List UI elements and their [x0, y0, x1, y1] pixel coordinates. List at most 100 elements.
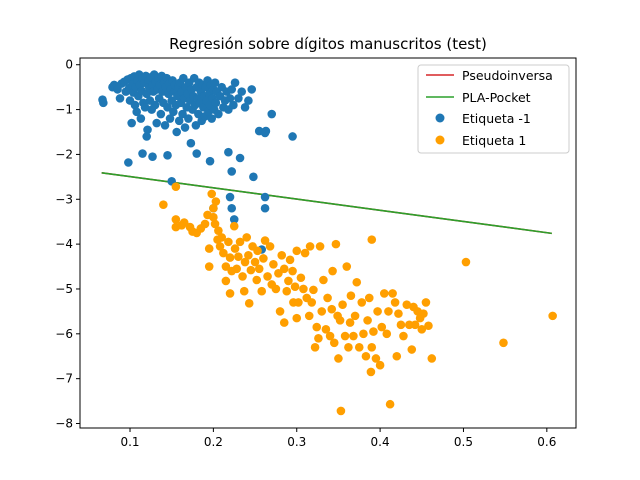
- point-etiqueta-pos: [300, 248, 310, 258]
- point-etiqueta-pos: [377, 322, 387, 332]
- point-etiqueta-pos: [424, 321, 433, 331]
- point-etiqueta-pos: [179, 218, 189, 227]
- point-etiqueta-pos: [304, 311, 314, 321]
- point-etiqueta-pos: [373, 307, 382, 316]
- point-etiqueta-pos: [232, 264, 242, 274]
- point-etiqueta-pos: [369, 327, 378, 336]
- point-etiqueta-pos: [209, 212, 218, 222]
- point-etiqueta-pos: [299, 284, 308, 294]
- point-etiqueta-pos: [285, 255, 295, 265]
- x-tick-label: 0.1: [120, 435, 139, 449]
- chart-title: Regresión sobre dígitos manuscritos (tes…: [169, 35, 487, 53]
- legend-box: [417, 64, 570, 154]
- point-etiqueta-pos: [290, 282, 300, 292]
- point-etiqueta-pos: [363, 316, 372, 325]
- point-etiqueta-neg: [150, 100, 160, 110]
- point-etiqueta-neg: [156, 109, 166, 119]
- point-etiqueta-pos: [250, 257, 260, 267]
- point-etiqueta-pos: [282, 286, 292, 296]
- point-etiqueta-pos: [257, 286, 267, 296]
- point-etiqueta-neg: [169, 107, 178, 117]
- point-etiqueta-pos: [275, 307, 285, 316]
- point-etiqueta-neg: [249, 172, 258, 182]
- point-etiqueta-pos: [307, 298, 317, 307]
- point-etiqueta-pos: [296, 273, 306, 283]
- point-etiqueta-neg: [192, 149, 202, 158]
- point-etiqueta-neg: [178, 109, 187, 119]
- point-etiqueta-pos: [371, 354, 381, 363]
- point-etiqueta-pos: [334, 354, 343, 363]
- point-etiqueta-pos: [240, 257, 250, 267]
- point-etiqueta-neg: [136, 114, 146, 123]
- point-etiqueta-neg: [184, 114, 193, 123]
- point-etiqueta-pos: [312, 322, 322, 332]
- point-etiqueta-pos: [315, 242, 325, 251]
- point-etiqueta-pos: [499, 338, 508, 348]
- point-etiqueta-neg: [99, 98, 108, 108]
- point-etiqueta-neg: [210, 78, 220, 87]
- point-etiqueta-pos: [335, 316, 345, 325]
- point-etiqueta-pos: [252, 275, 262, 285]
- point-etiqueta-pos: [357, 298, 367, 307]
- point-etiqueta-pos: [274, 268, 283, 278]
- point-etiqueta-pos: [211, 197, 221, 206]
- point-etiqueta-pos: [421, 298, 431, 307]
- y-tick-label: −7: [55, 372, 73, 386]
- point-etiqueta-pos: [242, 233, 252, 242]
- point-etiqueta-pos: [407, 345, 417, 354]
- point-etiqueta-neg: [227, 203, 237, 213]
- x-tick-label: 0.6: [537, 435, 556, 449]
- point-etiqueta-pos: [342, 262, 352, 271]
- y-axis: 0 −1 −2 −3 −4 −5 −6 −7 −8: [55, 58, 80, 431]
- point-etiqueta-pos: [340, 331, 350, 341]
- legend-marker-etiqueta-pos: [435, 135, 445, 145]
- y-tick-label: −5: [55, 282, 73, 296]
- point-etiqueta-neg: [260, 192, 270, 202]
- point-etiqueta-pos: [329, 338, 339, 348]
- point-etiqueta-pos: [345, 318, 355, 327]
- y-tick-label: −1: [55, 103, 73, 117]
- point-etiqueta-neg: [180, 123, 190, 132]
- point-etiqueta-neg: [225, 94, 235, 103]
- point-etiqueta-pos: [367, 342, 377, 352]
- point-etiqueta-pos: [230, 244, 240, 253]
- point-etiqueta-neg: [261, 126, 271, 136]
- point-etiqueta-pos: [214, 226, 223, 235]
- point-etiqueta-pos: [417, 325, 427, 334]
- point-etiqueta-pos: [321, 325, 331, 334]
- point-etiqueta-pos: [310, 342, 320, 352]
- point-etiqueta-pos: [461, 257, 471, 267]
- point-etiqueta-pos: [388, 289, 397, 298]
- point-etiqueta-neg: [160, 120, 170, 130]
- point-etiqueta-pos: [225, 253, 235, 262]
- point-etiqueta-pos: [204, 262, 214, 271]
- point-etiqueta-neg: [140, 103, 150, 112]
- point-etiqueta-pos: [292, 246, 302, 256]
- x-tick-label: 0.4: [371, 435, 390, 449]
- point-etiqueta-neg: [179, 73, 188, 83]
- x-tick-label: 0.5: [454, 435, 473, 449]
- axes-frame: [79, 57, 577, 429]
- point-etiqueta-pos: [279, 318, 289, 327]
- point-etiqueta-neg: [142, 89, 151, 99]
- point-etiqueta-pos: [382, 329, 392, 339]
- point-etiqueta-neg: [247, 85, 257, 94]
- point-etiqueta-pos: [410, 320, 420, 330]
- point-etiqueta-neg: [132, 107, 141, 117]
- point-etiqueta-neg: [124, 158, 133, 167]
- point-etiqueta-pos: [309, 285, 318, 295]
- point-etiqueta-pos: [319, 275, 328, 285]
- point-etiqueta-neg: [138, 149, 147, 158]
- point-etiqueta-pos: [346, 291, 356, 300]
- point-etiqueta-pos: [269, 260, 278, 269]
- point-etiqueta-pos: [396, 320, 406, 330]
- point-etiqueta-neg: [163, 151, 172, 160]
- point-etiqueta-pos: [305, 242, 315, 251]
- point-etiqueta-pos: [350, 311, 360, 321]
- point-etiqueta-neg: [230, 78, 240, 87]
- point-etiqueta-neg: [240, 103, 250, 112]
- point-etiqueta-neg: [288, 132, 297, 141]
- point-etiqueta-pos: [367, 235, 377, 244]
- point-etiqueta-pos: [399, 331, 408, 341]
